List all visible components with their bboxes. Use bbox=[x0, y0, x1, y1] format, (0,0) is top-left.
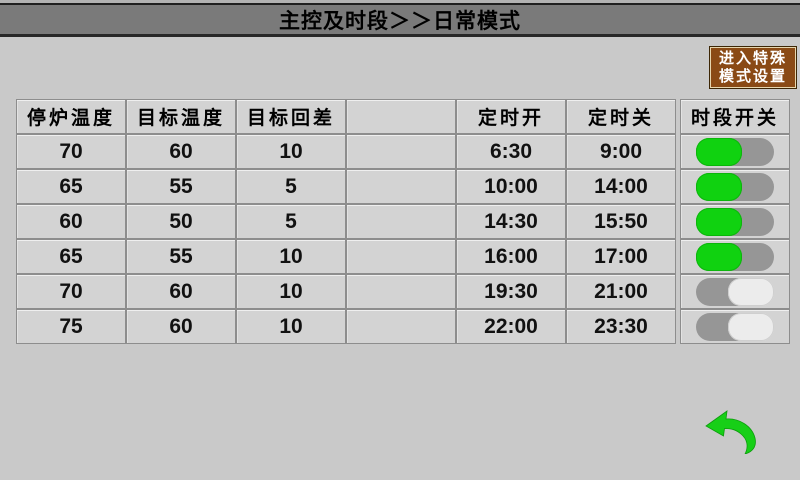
period-toggle[interactable] bbox=[696, 207, 774, 236]
back-button[interactable] bbox=[704, 410, 762, 457]
period-switch-cell bbox=[680, 239, 790, 274]
timer-on-cell[interactable]: 14:30 bbox=[456, 204, 566, 239]
stop-temp-cell[interactable]: 65 bbox=[16, 169, 126, 204]
header-timer-on: 定时开 bbox=[456, 99, 566, 134]
timer-on-cell[interactable]: 10:00 bbox=[456, 169, 566, 204]
back-arrow-icon bbox=[704, 410, 762, 457]
target-temp-cell[interactable]: 50 bbox=[126, 204, 236, 239]
special-mode-button-label-line2: 模式设置 bbox=[718, 68, 787, 85]
period-toggle[interactable] bbox=[696, 137, 774, 166]
header-target-temp: 目标温度 bbox=[126, 99, 236, 134]
stop-temp-cell[interactable]: 75 bbox=[16, 309, 126, 344]
period-toggle[interactable] bbox=[696, 277, 774, 306]
spacer-cell bbox=[346, 204, 456, 239]
spacer-cell bbox=[346, 239, 456, 274]
stop-temp-cell[interactable]: 70 bbox=[16, 134, 126, 169]
page-title: 主控及时段＞＞日常模式 bbox=[279, 9, 521, 33]
hysteresis-cell[interactable]: 10 bbox=[236, 309, 346, 344]
spacer-cell bbox=[346, 274, 456, 309]
timer-on-cell[interactable]: 22:00 bbox=[456, 309, 566, 344]
period-switch-column: 时段开关 bbox=[680, 99, 790, 344]
hysteresis-cell[interactable]: 5 bbox=[236, 204, 346, 239]
toggle-knob bbox=[696, 242, 742, 271]
timer-off-cell[interactable]: 14:00 bbox=[566, 169, 676, 204]
target-temp-cell[interactable]: 55 bbox=[126, 239, 236, 274]
target-temp-cell[interactable]: 60 bbox=[126, 134, 236, 169]
target-temp-cell[interactable]: 55 bbox=[126, 169, 236, 204]
period-switch-cell bbox=[680, 134, 790, 169]
timer-on-cell[interactable]: 19:30 bbox=[456, 274, 566, 309]
hysteresis-cell[interactable]: 5 bbox=[236, 169, 346, 204]
stop-temp-cell[interactable]: 60 bbox=[16, 204, 126, 239]
special-mode-button-label-line1: 进入特殊 bbox=[718, 50, 787, 67]
header-spacer bbox=[346, 99, 456, 134]
target-temp-cell[interactable]: 60 bbox=[126, 309, 236, 344]
target-temp-cell[interactable]: 60 bbox=[126, 274, 236, 309]
stop-temp-cell[interactable]: 70 bbox=[16, 274, 126, 309]
screen-top-strip bbox=[0, 0, 800, 3]
timer-off-cell[interactable]: 9:00 bbox=[566, 134, 676, 169]
spacer-cell bbox=[346, 309, 456, 344]
timer-on-cell[interactable]: 16:00 bbox=[456, 239, 566, 274]
timer-off-cell[interactable]: 15:50 bbox=[566, 204, 676, 239]
period-switch-cell bbox=[680, 274, 790, 309]
header-period-switch: 时段开关 bbox=[680, 99, 790, 134]
header-stop-temp: 停炉温度 bbox=[16, 99, 126, 134]
toggle-knob bbox=[728, 277, 774, 306]
timer-on-cell[interactable]: 6:30 bbox=[456, 134, 566, 169]
stop-temp-cell[interactable]: 65 bbox=[16, 239, 126, 274]
special-mode-button[interactable]: 进入特殊 模式设置 bbox=[710, 47, 796, 88]
spacer-cell bbox=[346, 169, 456, 204]
period-toggle[interactable] bbox=[696, 172, 774, 201]
timer-off-cell[interactable]: 21:00 bbox=[566, 274, 676, 309]
schedule-table: 停炉温度 目标温度 目标回差 定时开 定时关 70 60 10 6:30 9:0… bbox=[16, 99, 676, 344]
hysteresis-cell[interactable]: 10 bbox=[236, 274, 346, 309]
toggle-knob bbox=[696, 172, 742, 201]
period-switch-cell bbox=[680, 169, 790, 204]
toggle-knob bbox=[696, 137, 742, 166]
period-switch-cell bbox=[680, 309, 790, 344]
timer-off-cell[interactable]: 23:30 bbox=[566, 309, 676, 344]
header-timer-off: 定时关 bbox=[566, 99, 676, 134]
header-hysteresis: 目标回差 bbox=[236, 99, 346, 134]
toggle-knob bbox=[696, 207, 742, 236]
toggle-knob bbox=[728, 312, 774, 341]
hysteresis-cell[interactable]: 10 bbox=[236, 134, 346, 169]
period-switch-cell bbox=[680, 204, 790, 239]
period-toggle[interactable] bbox=[696, 242, 774, 271]
spacer-cell bbox=[346, 134, 456, 169]
hysteresis-cell[interactable]: 10 bbox=[236, 239, 346, 274]
title-bar: 主控及时段＞＞日常模式 bbox=[0, 3, 800, 37]
period-toggle[interactable] bbox=[696, 312, 774, 341]
timer-off-cell[interactable]: 17:00 bbox=[566, 239, 676, 274]
